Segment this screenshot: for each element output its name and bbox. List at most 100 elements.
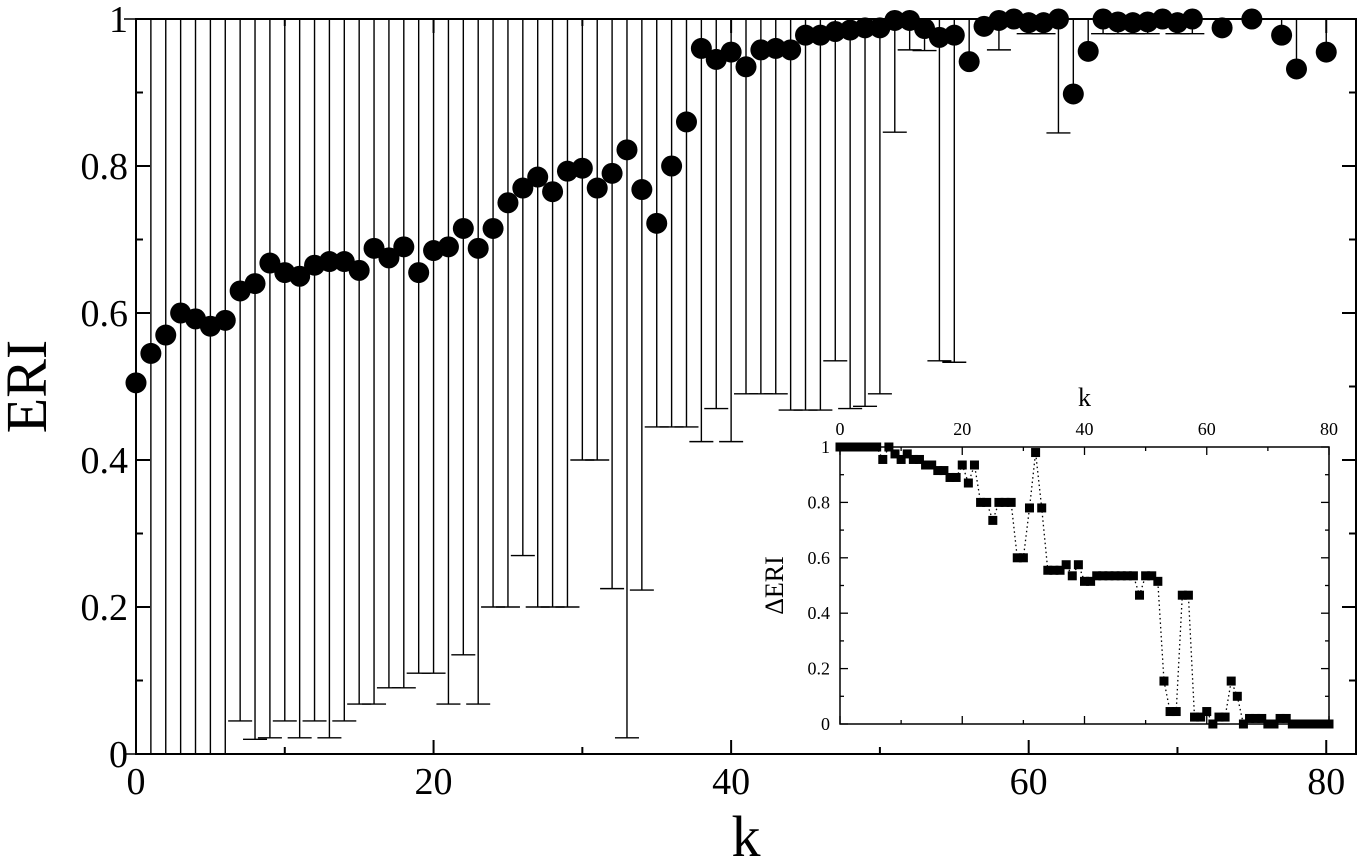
inset-x-tick-label: 20 xyxy=(953,419,971,439)
data-point xyxy=(1047,8,1069,30)
inset-data-point xyxy=(1196,712,1206,722)
inset-data-point xyxy=(1312,719,1322,729)
main-y-tick-label: 0.6 xyxy=(81,293,129,335)
data-point xyxy=(437,236,459,258)
main-y-tick-label: 1 xyxy=(109,0,128,41)
inset-data-point xyxy=(872,442,882,452)
data-point xyxy=(482,217,504,239)
inset-data-point xyxy=(1061,560,1071,570)
data-point xyxy=(661,155,683,177)
inset-data-point xyxy=(1269,719,1279,729)
main-x-tick-label: 60 xyxy=(1010,761,1048,803)
data-point xyxy=(631,179,653,201)
data-point xyxy=(289,265,311,287)
inset-data-point xyxy=(1128,571,1138,581)
inset-data-point xyxy=(1055,565,1065,575)
data-point xyxy=(720,41,742,63)
inset-data-point xyxy=(1165,707,1175,717)
inset-data-point xyxy=(1086,576,1096,586)
inset-data-point xyxy=(908,454,918,464)
inset-data-point xyxy=(988,515,998,525)
data-point xyxy=(1062,83,1084,105)
data-point xyxy=(244,273,266,295)
inset-x-tick-label: 60 xyxy=(1198,419,1216,439)
data-point xyxy=(348,259,370,281)
inset-y-tick-label: 0.4 xyxy=(808,603,831,623)
inset-data-point xyxy=(1300,719,1310,729)
inset-data-point xyxy=(1245,713,1255,723)
inset-data-point xyxy=(1153,576,1163,586)
inset-ticks xyxy=(839,446,1330,725)
inset-x-tick-label: 0 xyxy=(836,419,845,439)
inset-data-point xyxy=(1024,503,1034,513)
inset-data-point xyxy=(951,472,961,482)
data-point xyxy=(571,157,593,179)
data-point xyxy=(363,237,385,259)
data-point xyxy=(675,111,697,133)
inset-data-point xyxy=(847,442,857,452)
inset-data-point xyxy=(1092,571,1102,581)
data-point xyxy=(542,181,564,203)
main-x-tick-label: 40 xyxy=(712,761,750,803)
data-point xyxy=(646,212,668,234)
inset-data-point xyxy=(866,442,876,452)
inset-data-point xyxy=(1293,719,1303,729)
inset-data-point xyxy=(927,460,937,470)
data-point xyxy=(616,139,638,161)
data-point xyxy=(125,372,147,394)
data-point xyxy=(1285,58,1307,80)
inset-y-tick-label: 0.8 xyxy=(808,492,831,512)
inset-data-point xyxy=(1171,707,1181,717)
data-point xyxy=(393,236,415,258)
inset-data-point xyxy=(963,478,973,488)
inset-data-point xyxy=(896,454,906,464)
inset-data-point xyxy=(939,466,949,476)
inset-data-point xyxy=(890,449,900,459)
data-point xyxy=(884,9,906,31)
inset-data-point xyxy=(1306,719,1316,729)
inset-data-point xyxy=(945,472,955,482)
inset-y-tick-label: 0.2 xyxy=(808,659,831,679)
inset-data-point xyxy=(878,454,888,464)
main-y-tick-label: 0.2 xyxy=(81,587,129,629)
inset-data-point xyxy=(1177,590,1187,600)
data-point xyxy=(512,177,534,199)
inset-data-point xyxy=(1135,590,1145,600)
inset-data-point xyxy=(1202,707,1212,717)
inset-data-point xyxy=(1018,553,1028,563)
inset-data-point xyxy=(902,449,912,459)
inset-data-point xyxy=(1116,571,1126,581)
inset-data-point xyxy=(969,460,979,470)
inset-data-point xyxy=(1238,719,1248,729)
main-x-tick-label: 0 xyxy=(127,761,146,803)
data-point xyxy=(214,309,236,331)
data-point xyxy=(497,192,519,214)
inset-data-point xyxy=(1043,565,1053,575)
inset-y-tick-label: 0 xyxy=(821,714,830,734)
inset-data-point xyxy=(1257,713,1267,723)
inset-x-axis-label: k xyxy=(1078,383,1091,412)
data-point xyxy=(1271,24,1293,46)
main-y-tick-label: 0 xyxy=(109,734,128,776)
main-tick-labels: 0 20 40 60 80 0 0.2 0.4 0.6 0.8 1 xyxy=(81,0,1346,803)
main-error-bars xyxy=(124,18,1339,755)
inset-data-point xyxy=(1104,571,1114,581)
inset-data-point xyxy=(1190,712,1200,722)
data-point xyxy=(735,56,757,78)
data-point xyxy=(1122,12,1144,34)
inset-data-point xyxy=(1031,448,1041,458)
main-x-tick-label: 20 xyxy=(415,761,453,803)
inset-data-point xyxy=(1006,497,1016,507)
inset-x-tick-label: 40 xyxy=(1076,419,1094,439)
data-point xyxy=(1107,11,1129,33)
inset-data-point xyxy=(921,460,931,470)
data-point xyxy=(318,251,340,273)
inset-data-point xyxy=(853,442,863,452)
main-x-tick-label: 80 xyxy=(1307,761,1345,803)
inset-data-point xyxy=(1232,691,1242,701)
inset-y-axis-label: ΔERI xyxy=(760,556,789,615)
data-point xyxy=(155,324,177,346)
data-point xyxy=(1181,8,1203,30)
data-point xyxy=(1077,40,1099,62)
